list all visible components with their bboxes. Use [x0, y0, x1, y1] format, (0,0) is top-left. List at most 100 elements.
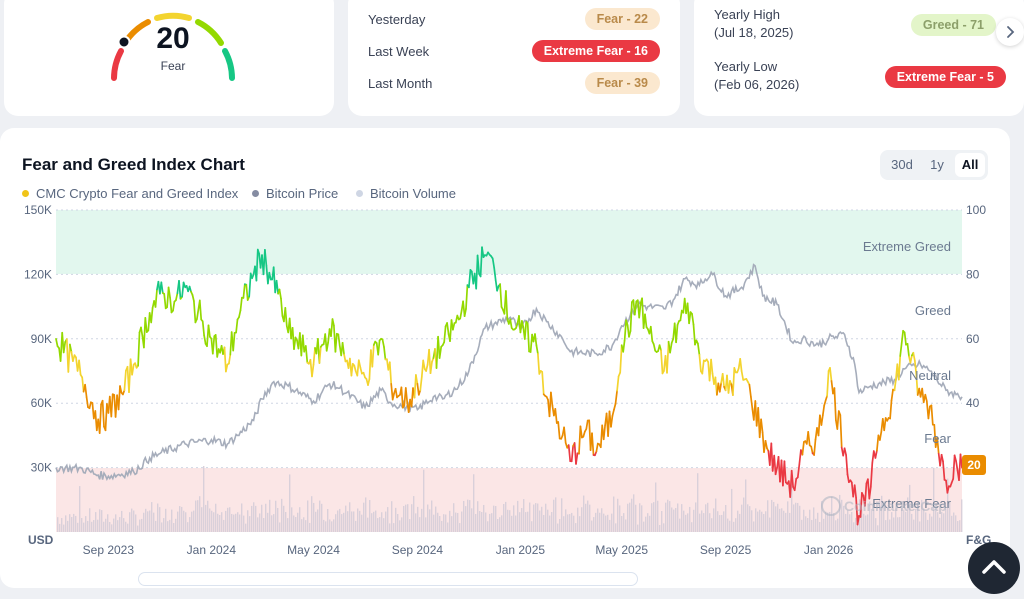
- volume-bar: [517, 501, 518, 532]
- volume-bar: [757, 512, 758, 532]
- fear-greed-segment: [890, 401, 891, 419]
- volume-bar: [419, 517, 420, 532]
- volume-bar: [703, 513, 704, 532]
- volume-bar: [683, 511, 684, 532]
- fear-greed-segment: [698, 344, 700, 355]
- volume-bar: [225, 511, 226, 532]
- volume-bar: [637, 525, 638, 532]
- volume-bar: [515, 516, 516, 532]
- volume-bar: [437, 513, 438, 532]
- volume-bar: [959, 520, 960, 532]
- fear-greed-segment: [79, 361, 81, 375]
- volume-bar: [815, 519, 816, 532]
- fear-greed-segment: [604, 425, 605, 439]
- volume-bar: [611, 514, 612, 532]
- volume-bar: [723, 511, 724, 532]
- volume-bar: [79, 486, 80, 532]
- fear-greed-segment: [111, 394, 112, 416]
- fear-greed-segment: [614, 404, 616, 410]
- volume-bar: [189, 517, 190, 532]
- fear-greed-segment: [233, 333, 234, 351]
- volume-bar: [545, 504, 546, 532]
- chart-plot[interactable]: Extreme Greed Greed Neutral Fear Extreme…: [0, 128, 1010, 579]
- fear-greed-segment: [161, 282, 163, 293]
- volume-bar: [627, 504, 628, 532]
- volume-bar: [621, 516, 622, 532]
- volume-bar: [803, 510, 804, 532]
- fear-greed-segment: [401, 387, 403, 407]
- volume-bar: [565, 509, 566, 532]
- volume-bar: [905, 512, 906, 532]
- yearly-high-low-card: Yearly High (Jul 18, 2025) Greed - 71 Ye…: [694, 0, 1024, 116]
- volume-bar: [793, 504, 794, 532]
- volume-bar: [277, 508, 278, 532]
- volume-bar: [315, 512, 316, 532]
- volume-bar: [795, 503, 796, 532]
- volume-bar: [559, 519, 560, 532]
- volume-bar: [251, 506, 252, 532]
- volume-bar: [769, 518, 770, 532]
- volume-bar: [601, 508, 602, 532]
- volume-bar: [485, 512, 486, 532]
- fear-greed-segment: [661, 350, 663, 373]
- volume-bar: [289, 474, 290, 532]
- fear-greed-segment: [249, 274, 251, 297]
- left-tick-label: 150K: [24, 203, 52, 217]
- yesterday-label: Yesterday: [368, 12, 425, 27]
- volume-bar: [137, 526, 138, 532]
- extreme-greed-zone: [56, 210, 962, 274]
- volume-bar: [71, 517, 72, 532]
- left-axis-unit: USD: [28, 533, 54, 547]
- carousel-next-button[interactable]: [996, 18, 1024, 46]
- volume-bar: [217, 514, 218, 532]
- fear-greed-segment: [368, 379, 369, 385]
- volume-bar: [305, 520, 306, 532]
- volume-bar: [117, 520, 118, 532]
- volume-bar: [309, 523, 310, 532]
- volume-bar: [777, 504, 778, 532]
- volume-bar: [333, 519, 334, 532]
- volume-bar: [731, 489, 732, 532]
- volume-bar: [95, 512, 96, 532]
- volume-bar: [321, 504, 322, 532]
- volume-bar: [499, 517, 500, 532]
- fear-greed-segment: [103, 401, 104, 427]
- volume-bar: [335, 514, 336, 532]
- volume-bar: [129, 512, 130, 532]
- fear-greed-segment: [119, 386, 120, 409]
- x-tick-label: Jan 2025: [496, 543, 546, 557]
- volume-bar: [399, 520, 400, 532]
- fear-greed-segment: [766, 441, 768, 449]
- volume-bar: [63, 525, 64, 532]
- fear-greed-segment: [281, 299, 282, 316]
- volume-bar: [669, 501, 670, 532]
- volume-bar: [307, 500, 308, 532]
- volume-bar: [553, 500, 554, 532]
- fear-greed-segment: [406, 388, 408, 403]
- volume-bar: [711, 518, 712, 532]
- fear-greed-segment: [623, 341, 624, 352]
- zone-label-neutral: Neutral: [909, 368, 951, 383]
- fear-greed-segment: [213, 336, 215, 354]
- volume-bar: [139, 520, 140, 532]
- volume-bar: [835, 520, 836, 532]
- fear-greed-segment: [312, 365, 314, 377]
- gauge-arc: [4, 0, 334, 116]
- volume-bar: [337, 510, 338, 532]
- volume-bar: [581, 507, 582, 532]
- volume-bar: [345, 506, 346, 532]
- volume-bar: [201, 507, 202, 532]
- scroll-to-top-button[interactable]: [968, 542, 1020, 594]
- volume-bar: [453, 503, 454, 532]
- volume-bar: [127, 524, 128, 532]
- volume-bar: [951, 516, 952, 532]
- volume-bar: [529, 503, 530, 532]
- volume-bar: [733, 522, 734, 532]
- volume-bar: [525, 512, 526, 532]
- volume-bar: [823, 519, 824, 532]
- volume-bar: [625, 519, 626, 532]
- volume-bar: [113, 519, 114, 532]
- fear-greed-segment: [733, 368, 734, 395]
- volume-bar: [615, 523, 616, 532]
- yearly-low-badge: Extreme Fear - 5: [885, 66, 1006, 88]
